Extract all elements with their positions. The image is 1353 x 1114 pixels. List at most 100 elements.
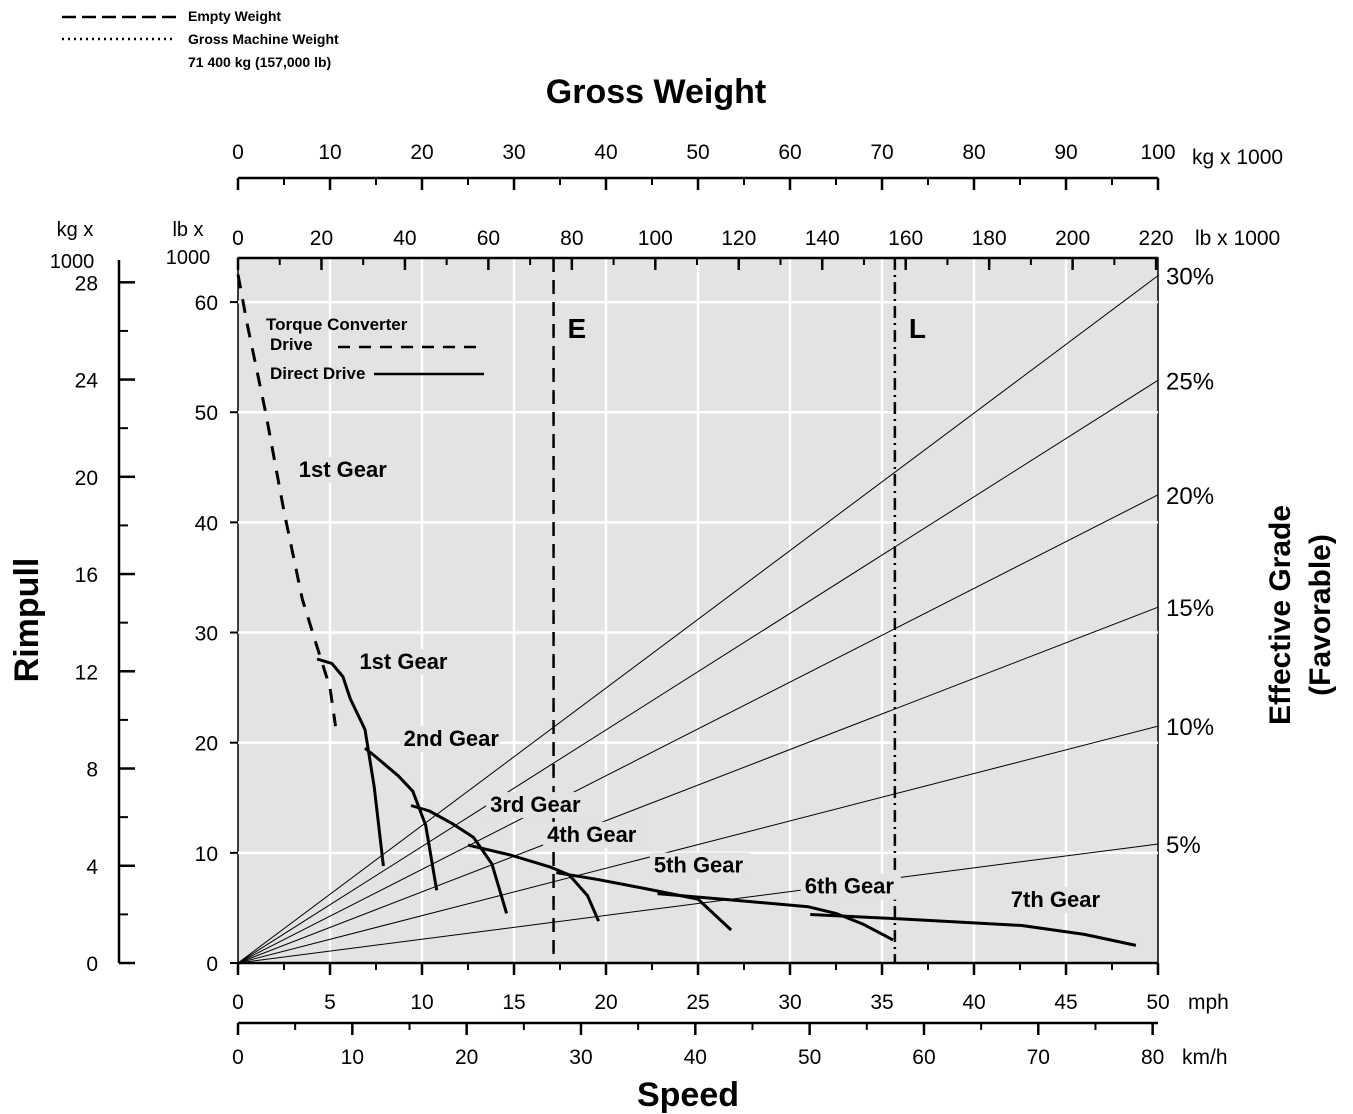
lb-left-tick-label-20: 20 [195, 733, 218, 756]
gear-label-2: 1st Gear [359, 649, 447, 674]
kg-left-tick-label-8: 8 [86, 759, 98, 782]
gear-label-6: 5th Gear [654, 853, 744, 878]
gear-label-7: 6th Gear [805, 874, 895, 899]
lb-left-tick-label-0: 0 [206, 953, 218, 976]
kg-left-tick-label-4: 4 [86, 856, 98, 879]
kmh-tick-label-10: 10 [341, 1046, 364, 1069]
grade-line-20pct [237, 494, 1159, 964]
grade-line-15pct [237, 606, 1159, 964]
grade-label-20pct: 20% [1166, 483, 1214, 510]
gear-label-1: 1st Gear [299, 457, 387, 482]
gear-curves: 1st Gear 1st Gear 2nd Gear 3rd Gear 4th Gear… [236, 274, 1137, 947]
lb-top-unit-label: lb x 1000 [1195, 227, 1280, 250]
kg-top-tick-label-100: 100 [1140, 141, 1175, 164]
lb-top-tick-label-120: 120 [721, 227, 756, 250]
kg-top-tick-label-40: 40 [594, 141, 617, 164]
gear-curve-2 [316, 657, 385, 867]
mph-tick-label-10: 10 [410, 991, 433, 1014]
kg-top-tick-label-80: 80 [962, 141, 985, 164]
top-legend: Empty Weight Gross Machine Weight 71 400… [62, 8, 339, 70]
lb-top-tick-label-80: 80 [560, 227, 583, 250]
gear-label-bg-6 [649, 852, 750, 879]
axes: 0 5 10 15 20 25 30 35 40 45 500 10 20 30 40 50 60 70 800 10… [75, 141, 1176, 1069]
legend-gross-weight-value: 71 400 kg (157,000 lb) [188, 54, 331, 70]
lb-left-tick-label-30: 30 [195, 623, 218, 646]
lb-top-tick-label-160: 160 [888, 227, 923, 250]
grade-label-30pct: 30% [1166, 264, 1214, 291]
mph-tick-label-0: 0 [232, 991, 244, 1014]
lb-left-tick-label-60: 60 [195, 292, 218, 315]
kmh-tick-label-20: 20 [455, 1046, 478, 1069]
kg-left-tick-label-12: 12 [75, 661, 98, 684]
kg-top-tick-label-50: 50 [686, 141, 709, 164]
mph-tick-label-30: 30 [778, 991, 801, 1014]
legend-direct-drive-label: Direct Drive [270, 364, 365, 383]
right-axis-title-line1: Effective Grade [1264, 505, 1297, 725]
kg-top-tick-label-20: 20 [410, 141, 433, 164]
kg-left-unit-label-2: 1000 [50, 251, 95, 273]
kg-left-tick-label-16: 16 [75, 564, 98, 587]
gear-label-4: 3rd Gear [490, 792, 581, 817]
kmh-tick-label-50: 50 [798, 1046, 821, 1069]
kmh-tick-label-80: 80 [1141, 1046, 1164, 1069]
kg-top-tick-label-0: 0 [232, 141, 244, 164]
mph-unit-label: mph [1188, 991, 1229, 1014]
legend-empty-weight-label: Empty Weight [188, 8, 281, 24]
kmh-unit-label: km/h [1182, 1046, 1228, 1069]
kg-top-tick-label-10: 10 [318, 141, 341, 164]
kmh-tick-label-60: 60 [912, 1046, 935, 1069]
kmh-tick-label-70: 70 [1027, 1046, 1050, 1069]
kmh-tick-label-40: 40 [684, 1046, 707, 1069]
gear-label-bg-1 [294, 457, 395, 484]
legend-torque-converter-label: Torque Converter [266, 315, 408, 334]
weight-label-E: E [568, 313, 587, 344]
gear-curve-5 [467, 843, 600, 922]
mph-tick-label-35: 35 [870, 991, 893, 1014]
kg-top-tick-label-90: 90 [1054, 141, 1077, 164]
grade-line-30pct [237, 275, 1159, 964]
kg-left-tick-label-20: 20 [75, 467, 98, 490]
kg-left-tick-label-28: 28 [75, 272, 98, 295]
grade-line-10pct [237, 725, 1159, 964]
kg-left-tick-label-0: 0 [86, 953, 98, 976]
gear-label-bg-4 [486, 792, 587, 819]
gear-curve-6 [556, 871, 733, 932]
kg-top-tick-label-60: 60 [778, 141, 801, 164]
weight-label-L: L [909, 313, 926, 344]
mph-tick-label-25: 25 [686, 991, 709, 1014]
grade-label-10pct: 10% [1166, 714, 1214, 741]
gridlines [238, 258, 1158, 963]
lb-top-tick-label-60: 60 [477, 227, 500, 250]
lb-left-tick-label-10: 10 [195, 843, 218, 866]
gear-curve-1 [236, 274, 337, 727]
grade-lines: 5% 10% 15% 20% 25% 30% [237, 264, 1214, 964]
mph-tick-label-20: 20 [594, 991, 617, 1014]
kmh-tick-label-30: 30 [569, 1046, 592, 1069]
grade-line-5pct [237, 843, 1159, 964]
legend-gross-weight-label: Gross Machine Weight [188, 31, 339, 47]
kmh-tick-label-0: 0 [232, 1046, 244, 1069]
gear-label-bg-5 [543, 821, 644, 848]
legend-torque-converter-label-2: Drive [270, 335, 313, 354]
mph-tick-label-15: 15 [502, 991, 525, 1014]
grade-line-25pct [237, 379, 1159, 964]
gear-label-3: 2nd Gear [404, 726, 500, 751]
gear-curve-3 [364, 747, 439, 891]
lb-left-unit-label-1: lb x [172, 219, 203, 241]
lb-top-tick-label-100: 100 [638, 227, 673, 250]
right-axis-title-line2: (Favorable) [1304, 534, 1337, 696]
lb-left-unit-label-2: 1000 [166, 247, 211, 269]
gear-curve-7 [657, 892, 894, 942]
kg-left-tick-label-24: 24 [75, 370, 99, 393]
mph-tick-label-50: 50 [1146, 991, 1169, 1014]
lb-top-tick-label-40: 40 [393, 227, 416, 250]
kg-left-unit-label-1: kg x [57, 219, 94, 241]
y-axis-title: Rimpull [8, 558, 46, 683]
grade-label-5pct: 5% [1166, 832, 1201, 859]
gear-label-bg-2 [355, 648, 456, 675]
gear-curve-8 [810, 913, 1137, 947]
grade-label-15pct: 15% [1166, 595, 1214, 622]
lb-top-tick-label-180: 180 [972, 227, 1007, 250]
